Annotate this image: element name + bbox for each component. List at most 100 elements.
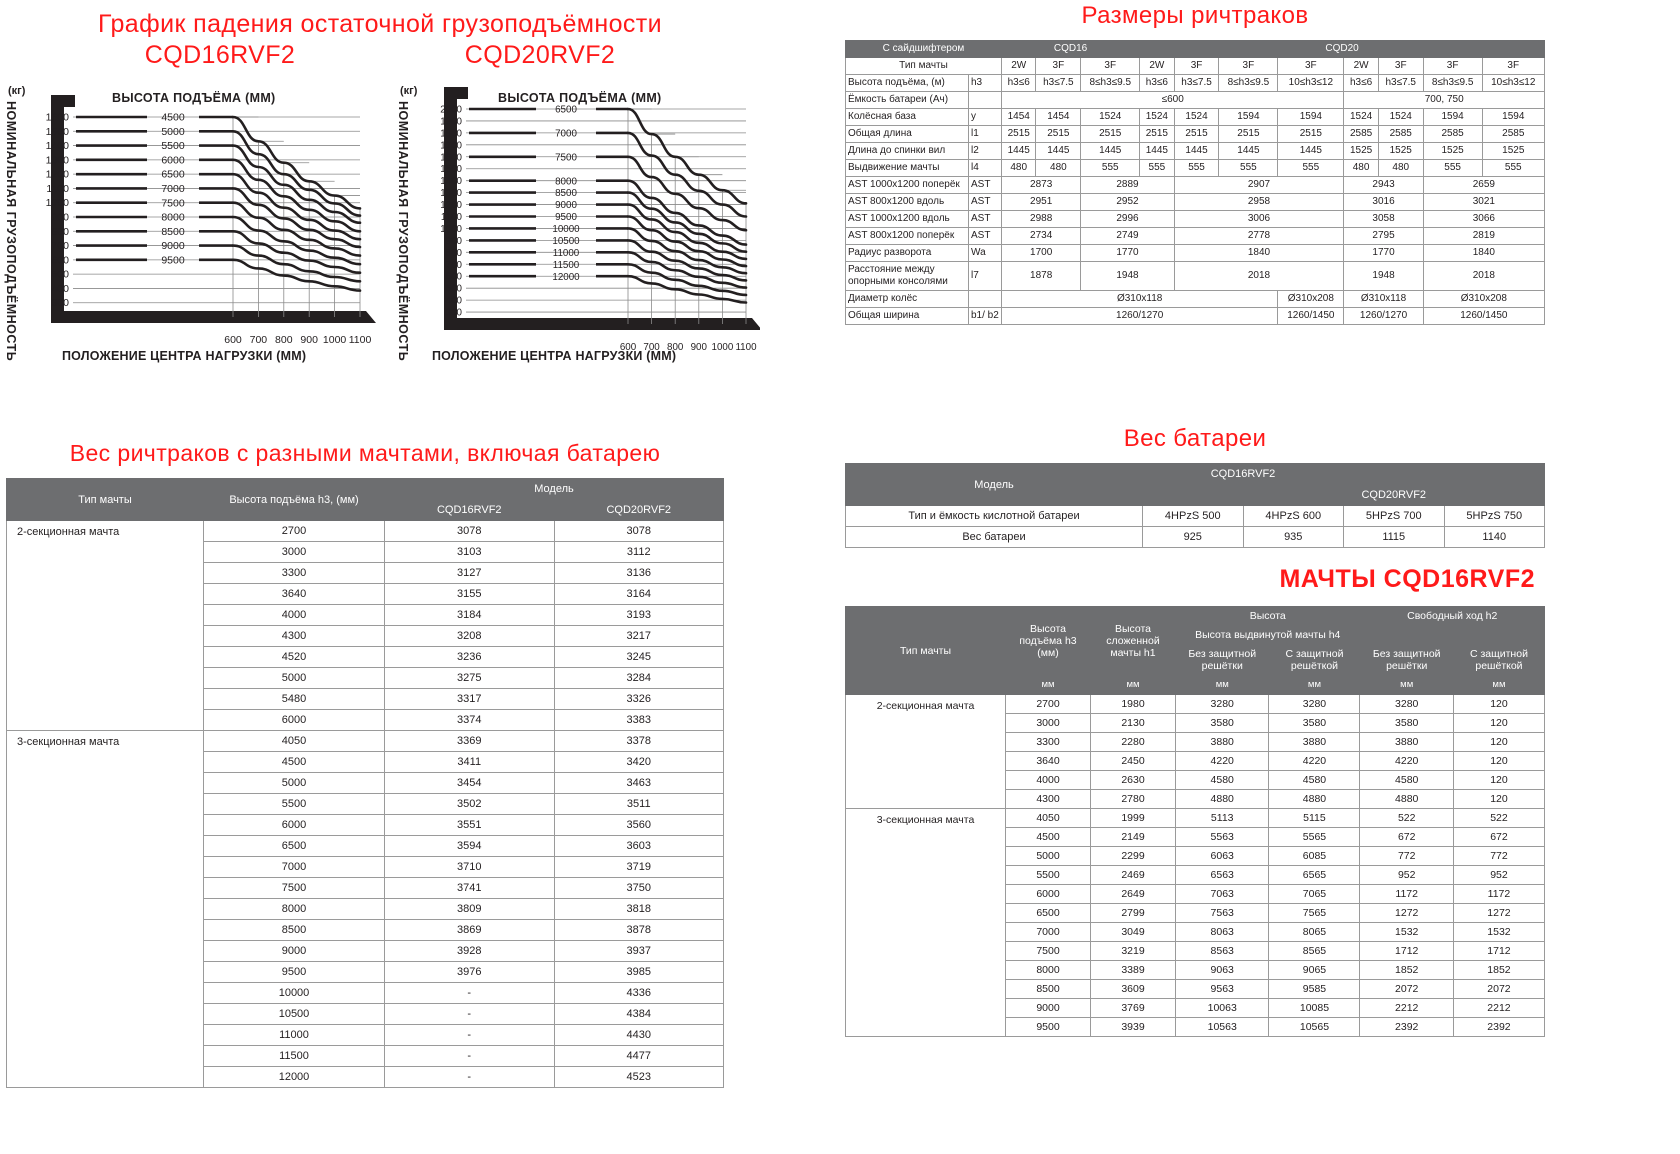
- dims-cell-6: 10≤h3≤12: [1277, 74, 1345, 92]
- dims-cell-10: 555: [1481, 159, 1546, 177]
- dims-row-label: Общая длина: [845, 125, 969, 143]
- masts-cell-0: 7000: [1005, 922, 1091, 942]
- masts-cell-5: 2392: [1452, 1017, 1546, 1037]
- masts-cell-5: 1172: [1452, 884, 1546, 904]
- dims-span-1: 2749: [1080, 227, 1175, 245]
- weights-cell-0: 4050: [203, 730, 385, 752]
- svg-text:600: 600: [51, 254, 69, 266]
- svg-text:1100: 1100: [735, 342, 757, 353]
- dimensions-section: Размеры ричтраков С сайдшифтером CQD16 CQD…: [845, 2, 1546, 325]
- masts-row: 7500 3219 8563 8565 1712 1712: [846, 941, 1546, 961]
- svg-text:2000: 2000: [440, 105, 462, 116]
- masts-cell-2: 3880: [1174, 732, 1270, 752]
- dims-cell-4: 1524: [1173, 108, 1220, 126]
- masts-cell-3: 9585: [1268, 979, 1361, 999]
- dims-cell-3: h3≤6: [1139, 74, 1175, 92]
- dims-row: AST 800x1200 поперёк AST 2734 2749 2778 2795 2…: [845, 227, 1546, 245]
- header-with-guard-h4: С защитной решёткой: [1268, 644, 1361, 676]
- masts-cell-5: 120: [1452, 694, 1546, 714]
- dims-cell-8: 2585: [1377, 125, 1424, 143]
- weights-row: 10500-4384: [7, 1003, 724, 1025]
- dims-cell-0: 1445: [1000, 142, 1037, 160]
- weights-cell-0: 5480: [203, 688, 385, 710]
- dims-span-0: 1878: [1000, 261, 1082, 291]
- charts-row: (кг) НОМИНАЛЬНАЯ ГРУЗОПОДЪЁМНОСТЬ ВЫСОТА…: [0, 77, 760, 377]
- svg-text:6500: 6500: [555, 105, 577, 116]
- masts-cell-0: 4500: [1005, 827, 1091, 847]
- dims-span-4: 2018: [1422, 261, 1546, 291]
- header-unit-2: мм: [1174, 675, 1270, 695]
- weights-row: 12000-4523: [7, 1066, 724, 1088]
- header-group-cqd20: CQD20: [1139, 40, 1545, 58]
- dims-header-row-1: С сайдшифтером CQD16 CQD20: [845, 40, 1545, 58]
- dims-cell-9: 8≤h3≤9.5: [1422, 74, 1483, 92]
- weights-cell-0: 7000: [203, 856, 385, 878]
- header-mast-10: 3F: [1481, 57, 1546, 75]
- masts-cell-5: 2212: [1452, 998, 1546, 1018]
- weights-cell-0: 5500: [203, 793, 385, 815]
- dims-span-0: 2988: [1000, 210, 1082, 228]
- dims-span-4: 3066: [1422, 210, 1546, 228]
- header-model: Модель: [845, 463, 1143, 506]
- dims-row: Радиус разворота Wa 1700 1770 1840 1770 1840: [845, 244, 1546, 262]
- svg-text:600: 600: [620, 342, 637, 353]
- masts-cell-4: 1272: [1359, 903, 1454, 923]
- dims-row-symbol: AST: [968, 193, 1002, 211]
- svg-text:800: 800: [667, 342, 684, 353]
- masts-header-row-units: мм мм мм мм мм мм: [846, 675, 1546, 695]
- masts-cell-1: 3769: [1090, 998, 1176, 1018]
- weights-cell-1: 3869: [384, 919, 555, 941]
- masts-row: 3640 2450 4220 4220 4220 120: [846, 751, 1546, 771]
- dims-span-2: 3006: [1173, 210, 1345, 228]
- weights-cell-2: 3217: [553, 625, 724, 647]
- dims-span-4: 2659: [1422, 176, 1546, 194]
- battery-cell-1: 935: [1242, 526, 1344, 548]
- battery-header-row-2: CQD20RVF2: [846, 484, 1545, 506]
- dims-span-1: 2889: [1080, 176, 1175, 194]
- dims-span-1: 1770: [1080, 244, 1175, 262]
- dims-cell-7: 480: [1343, 159, 1379, 177]
- dims-cell-4: 2515: [1173, 125, 1220, 143]
- dims-span-0: ≤600: [1000, 91, 1345, 109]
- weights-cell-2: 3245: [553, 646, 724, 668]
- dims-cell-10: 1525: [1481, 142, 1546, 160]
- weights-cell-1: 3594: [384, 835, 555, 857]
- chart1-y-axis-label: НОМИНАЛЬНАЯ ГРУЗОПОДЪЁМНОСТЬ: [4, 101, 18, 362]
- masts-cell-1: 1980: [1090, 694, 1176, 714]
- header-mast-8: 3F: [1377, 57, 1424, 75]
- header-with-guard-h2: С защитной решёткой: [1452, 644, 1546, 676]
- masts-cell-3: 7565: [1268, 903, 1361, 923]
- weights-cell-1: 3078: [384, 520, 555, 542]
- header-mast-9: 3F: [1422, 57, 1483, 75]
- masts-cell-0: 3640: [1005, 751, 1091, 771]
- weights-cell-1: 3454: [384, 772, 555, 794]
- masts-cell-0: 7500: [1005, 941, 1091, 961]
- weights-cell-1: 3374: [384, 709, 555, 731]
- masts-cell-2: 8563: [1174, 941, 1270, 961]
- dims-cell-6: 1445: [1277, 142, 1345, 160]
- weights-cell-0: 9500: [203, 961, 385, 983]
- weights-cell-0: 9000: [203, 940, 385, 962]
- weights-cell-2: 3284: [553, 667, 724, 689]
- svg-text:1000: 1000: [323, 334, 347, 346]
- dims-cell-7: 1525: [1343, 142, 1379, 160]
- dims-cell-9: 1594: [1422, 108, 1483, 126]
- header-spacer: [1142, 484, 1244, 506]
- dims-cell-9: 2585: [1422, 125, 1483, 143]
- weights-title: Вес ричтраков с разными мачтами, включая…: [69, 440, 661, 466]
- masts-row: 5500 2469 6563 6565 952 952: [846, 865, 1546, 885]
- masts-cell-5: 2072: [1452, 979, 1546, 999]
- svg-text:700: 700: [643, 342, 660, 353]
- svg-text:8500: 8500: [555, 188, 577, 199]
- svg-text:1500: 1500: [440, 164, 462, 175]
- svg-text:800: 800: [446, 248, 463, 259]
- weights-cell-2: 3164: [553, 583, 724, 605]
- dims-cell-4: h3≤7.5: [1173, 74, 1220, 92]
- masts-cell-4: 3580: [1359, 713, 1454, 733]
- weights-cell-1: -: [384, 1024, 555, 1046]
- weights-cell-2: 3378: [553, 730, 724, 752]
- masts-cell-3: 4580: [1268, 770, 1361, 790]
- dims-cell-6: 2515: [1277, 125, 1345, 143]
- dims-cell-2: 555: [1080, 159, 1141, 177]
- masts-cell-1: 2780: [1090, 789, 1176, 809]
